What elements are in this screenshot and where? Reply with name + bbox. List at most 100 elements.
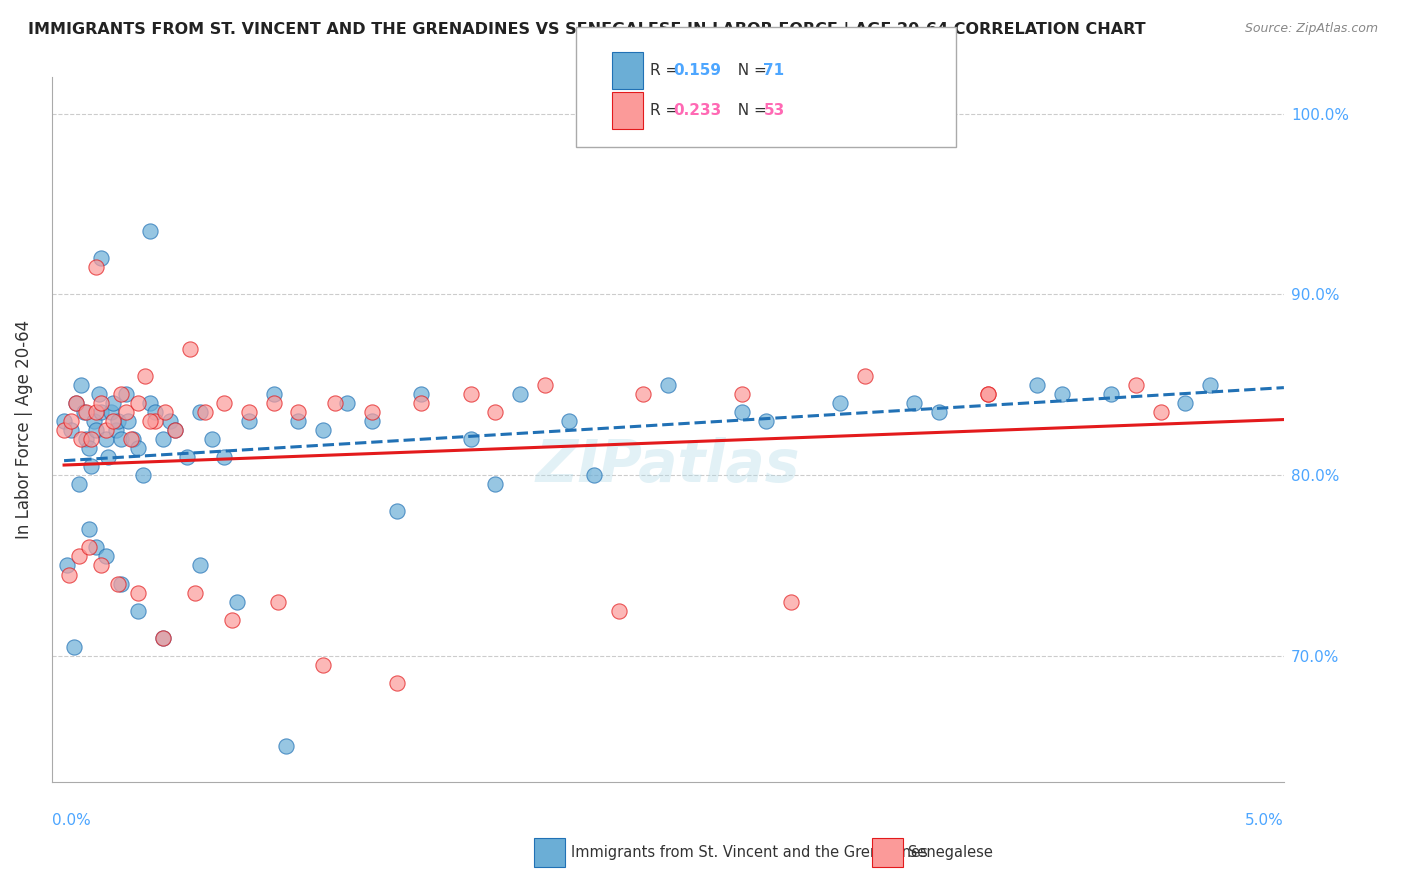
Senegalese [361, 405, 384, 419]
Immigrants from St. Vincent and the Grenadines [385, 504, 408, 518]
Senegalese [103, 414, 125, 428]
Senegalese [731, 386, 754, 401]
Immigrants from St. Vincent and the Grenadines [287, 414, 309, 428]
Senegalese [267, 594, 290, 608]
Immigrants from St. Vincent and the Grenadines [152, 631, 174, 645]
Senegalese [110, 386, 132, 401]
Immigrants from St. Vincent and the Grenadines [70, 377, 93, 392]
Text: 0.159: 0.159 [673, 63, 721, 78]
Senegalese [212, 396, 235, 410]
Immigrants from St. Vincent and the Grenadines [188, 558, 211, 573]
Immigrants from St. Vincent and the Grenadines [100, 405, 122, 419]
Immigrants from St. Vincent and the Grenadines [104, 423, 127, 437]
Immigrants from St. Vincent and the Grenadines [127, 604, 149, 618]
Senegalese [263, 396, 285, 410]
Immigrants from St. Vincent and the Grenadines [97, 450, 120, 464]
Senegalese [107, 576, 129, 591]
Senegalese [853, 368, 876, 383]
Text: IMMIGRANTS FROM ST. VINCENT AND THE GRENADINES VS SENEGALESE IN LABOR FORCE | AG: IMMIGRANTS FROM ST. VINCENT AND THE GREN… [28, 22, 1146, 38]
Immigrants from St. Vincent and the Grenadines [755, 414, 778, 428]
Text: N =: N = [728, 103, 772, 118]
Immigrants from St. Vincent and the Grenadines [411, 386, 433, 401]
Senegalese [90, 396, 112, 410]
Immigrants from St. Vincent and the Grenadines [159, 414, 181, 428]
Immigrants from St. Vincent and the Grenadines [75, 432, 97, 446]
Text: R =: R = [650, 103, 683, 118]
Senegalese [70, 432, 93, 446]
Y-axis label: In Labor Force | Age 20-64: In Labor Force | Age 20-64 [15, 320, 32, 540]
Immigrants from St. Vincent and the Grenadines [509, 386, 531, 401]
Senegalese [139, 414, 162, 428]
Senegalese [114, 405, 136, 419]
Text: N =: N = [728, 63, 772, 78]
Senegalese [152, 631, 174, 645]
Immigrants from St. Vincent and the Grenadines [114, 386, 136, 401]
Senegalese [65, 396, 87, 410]
Senegalese [67, 549, 90, 564]
Senegalese [127, 585, 149, 599]
Senegalese [533, 377, 555, 392]
Senegalese [127, 396, 149, 410]
Senegalese [143, 414, 166, 428]
Immigrants from St. Vincent and the Grenadines [274, 739, 297, 754]
Text: 5.0%: 5.0% [1246, 813, 1284, 828]
Immigrants from St. Vincent and the Grenadines [84, 423, 107, 437]
Senegalese [77, 541, 100, 555]
Immigrants from St. Vincent and the Grenadines [117, 414, 139, 428]
Immigrants from St. Vincent and the Grenadines [139, 396, 162, 410]
Immigrants from St. Vincent and the Grenadines [87, 386, 110, 401]
Senegalese [179, 342, 201, 356]
Senegalese [1125, 377, 1147, 392]
Immigrants from St. Vincent and the Grenadines [103, 396, 125, 410]
Immigrants from St. Vincent and the Grenadines [201, 432, 224, 446]
Immigrants from St. Vincent and the Grenadines [731, 405, 754, 419]
Immigrants from St. Vincent and the Grenadines [73, 405, 96, 419]
Senegalese [1150, 405, 1173, 419]
Senegalese [323, 396, 346, 410]
Immigrants from St. Vincent and the Grenadines [77, 441, 100, 455]
Immigrants from St. Vincent and the Grenadines [903, 396, 925, 410]
Immigrants from St. Vincent and the Grenadines [94, 549, 117, 564]
Text: 0.233: 0.233 [673, 103, 721, 118]
Senegalese [183, 585, 205, 599]
Immigrants from St. Vincent and the Grenadines [60, 423, 83, 437]
Immigrants from St. Vincent and the Grenadines [484, 477, 506, 491]
Immigrants from St. Vincent and the Grenadines [90, 251, 112, 265]
Senegalese [120, 432, 142, 446]
Senegalese [53, 423, 76, 437]
Immigrants from St. Vincent and the Grenadines [84, 541, 107, 555]
Senegalese [90, 558, 112, 573]
Immigrants from St. Vincent and the Grenadines [132, 468, 155, 483]
Immigrants from St. Vincent and the Grenadines [657, 377, 679, 392]
Immigrants from St. Vincent and the Grenadines [176, 450, 198, 464]
Immigrants from St. Vincent and the Grenadines [110, 576, 132, 591]
Senegalese [94, 423, 117, 437]
Senegalese [153, 405, 176, 419]
Senegalese [385, 676, 408, 690]
Immigrants from St. Vincent and the Grenadines [65, 396, 87, 410]
Immigrants from St. Vincent and the Grenadines [83, 414, 105, 428]
Immigrants from St. Vincent and the Grenadines [1026, 377, 1049, 392]
Immigrants from St. Vincent and the Grenadines [460, 432, 482, 446]
Text: Senegalese: Senegalese [908, 846, 993, 860]
Senegalese [607, 604, 630, 618]
Senegalese [221, 613, 243, 627]
Senegalese [312, 657, 335, 672]
Senegalese [411, 396, 433, 410]
Text: Source: ZipAtlas.com: Source: ZipAtlas.com [1244, 22, 1378, 36]
Text: 0.0%: 0.0% [52, 813, 90, 828]
Immigrants from St. Vincent and the Grenadines [1199, 377, 1222, 392]
Senegalese [287, 405, 309, 419]
Senegalese [163, 423, 186, 437]
Immigrants from St. Vincent and the Grenadines [90, 405, 112, 419]
Immigrants from St. Vincent and the Grenadines [152, 432, 174, 446]
Text: 53: 53 [763, 103, 785, 118]
Immigrants from St. Vincent and the Grenadines [139, 224, 162, 238]
Immigrants from St. Vincent and the Grenadines [55, 558, 77, 573]
Senegalese [134, 368, 156, 383]
Immigrants from St. Vincent and the Grenadines [928, 405, 950, 419]
Senegalese [977, 386, 1000, 401]
Immigrants from St. Vincent and the Grenadines [1174, 396, 1197, 410]
Immigrants from St. Vincent and the Grenadines [1050, 386, 1073, 401]
Immigrants from St. Vincent and the Grenadines [582, 468, 605, 483]
